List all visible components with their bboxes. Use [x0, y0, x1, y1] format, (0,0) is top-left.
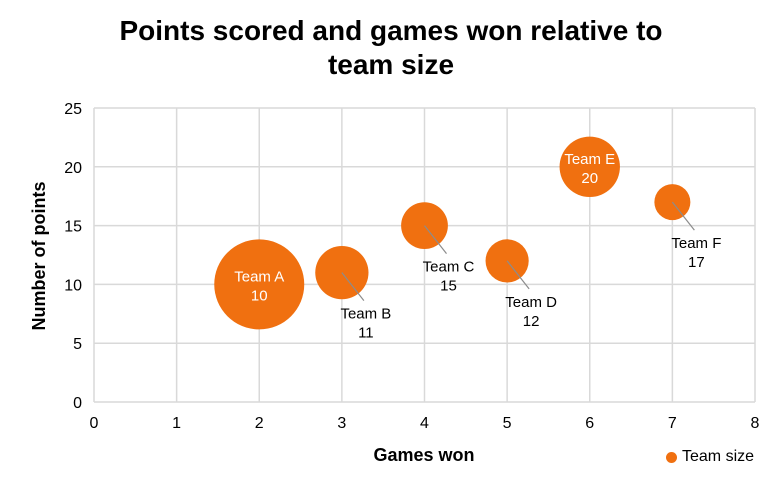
- data-label-value: 17: [688, 254, 705, 271]
- data-labels: Team A 10 Team B 11 Team C 15 Team D 12 Team E 20…: [234, 151, 721, 342]
- leader-line: [424, 225, 447, 254]
- x-tick-label-6: 6: [585, 415, 594, 432]
- x-tick-label-1: 1: [172, 415, 181, 432]
- x-tick-label-8: 8: [751, 415, 760, 432]
- chart-title-line-1: Points scored and games won relative to: [119, 15, 663, 46]
- data-label-value: 10: [251, 287, 268, 304]
- data-label-name: Team C: [423, 259, 475, 276]
- legend-label: Team size: [682, 448, 755, 465]
- y-tick-label-25: 25: [64, 101, 82, 118]
- x-tick-label-2: 2: [255, 415, 264, 432]
- y-tick-label-0: 0: [73, 395, 82, 412]
- data-label-value: 20: [581, 170, 598, 187]
- data-label-name: Team E: [564, 151, 615, 168]
- leader-line: [506, 260, 530, 290]
- x-tick-label-5: 5: [503, 415, 512, 432]
- bubble-team-e: [559, 136, 620, 197]
- leader-line: [341, 272, 365, 302]
- data-label-name: Team F: [671, 235, 721, 252]
- x-tick-label-0: 0: [90, 415, 99, 432]
- data-label-name: Team B: [340, 306, 391, 323]
- gridlines: [93, 107, 756, 403]
- data-label-value: 11: [358, 325, 374, 342]
- y-tick-label-15: 15: [64, 219, 82, 236]
- legend: Team size: [666, 448, 754, 466]
- x-tick-label-4: 4: [420, 415, 429, 432]
- data-label-value: 15: [440, 278, 457, 295]
- legend-marker-icon: [666, 451, 677, 463]
- x-axis-label: Games won: [373, 445, 474, 465]
- data-label-name: Team D: [505, 294, 557, 311]
- y-tick-label-5: 5: [73, 336, 82, 353]
- bubble-team-a: [214, 239, 305, 330]
- x-tick-label-3: 3: [337, 415, 346, 432]
- y-axis-label: Number of points: [29, 182, 49, 331]
- data-label-name: Team A: [234, 268, 284, 285]
- chart-title: Points scored and games won relative to …: [0, 14, 782, 82]
- data-label-value: 12: [523, 313, 540, 330]
- leader-line: [671, 201, 695, 231]
- x-tick-label-7: 7: [668, 415, 677, 432]
- chart-title-line-2: team size: [327, 49, 455, 80]
- bubbles: [214, 136, 691, 330]
- y-tick-label-10: 10: [64, 277, 82, 294]
- y-tick-label-20: 20: [64, 160, 82, 177]
